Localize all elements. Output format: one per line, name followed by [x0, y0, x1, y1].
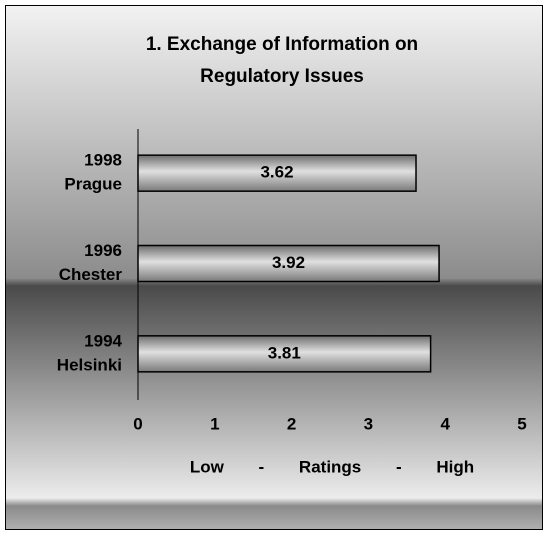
x-tick-label: 5	[517, 414, 526, 433]
chart-title: 1. Exchange of Information on	[146, 34, 418, 55]
y-tick-label: Prague	[64, 175, 122, 194]
y-tick-label: 1998	[84, 151, 122, 170]
value-label: 3.92	[272, 253, 305, 272]
x-axis-label: Low - Ratings - High	[190, 457, 474, 476]
y-tick-label: Helsinki	[57, 355, 122, 374]
x-tick-label: 0	[133, 414, 142, 433]
y-tick-label: Chester	[59, 265, 123, 284]
chart-title: Regulatory Issues	[200, 66, 364, 87]
value-label: 3.81	[268, 343, 301, 362]
bar	[137, 335, 432, 373]
x-tick-label: 4	[440, 414, 450, 433]
x-tick-label: 3	[364, 414, 373, 433]
y-tick-label: 1994	[84, 331, 122, 350]
bar	[137, 244, 440, 283]
x-tick-label: 2	[287, 414, 296, 433]
value-label: 3.62	[260, 163, 293, 182]
bar	[137, 154, 417, 192]
x-tick-label: 1	[210, 414, 219, 433]
y-tick-label: 1996	[84, 241, 122, 260]
